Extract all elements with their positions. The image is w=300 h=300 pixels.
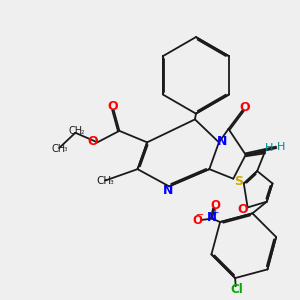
Text: Cl: Cl xyxy=(230,283,243,296)
Text: O: O xyxy=(210,199,220,212)
Text: +: + xyxy=(211,208,219,217)
Text: N: N xyxy=(207,211,217,224)
Text: O: O xyxy=(108,100,118,113)
Text: −: − xyxy=(196,210,204,220)
Text: $_3$: $_3$ xyxy=(109,178,114,187)
Text: O: O xyxy=(237,203,248,216)
Text: O: O xyxy=(87,135,98,148)
Text: N: N xyxy=(217,135,227,148)
Text: CH: CH xyxy=(96,176,111,187)
Text: H: H xyxy=(277,142,285,152)
Text: O: O xyxy=(192,214,203,226)
Text: CH: CH xyxy=(68,126,83,136)
Text: $_2$: $_2$ xyxy=(80,128,85,137)
Text: S: S xyxy=(234,175,243,188)
Text: $_3$: $_3$ xyxy=(63,145,68,154)
Text: CH: CH xyxy=(51,144,66,154)
Text: H: H xyxy=(265,143,273,154)
Text: N: N xyxy=(163,184,173,197)
Text: O: O xyxy=(239,101,250,114)
